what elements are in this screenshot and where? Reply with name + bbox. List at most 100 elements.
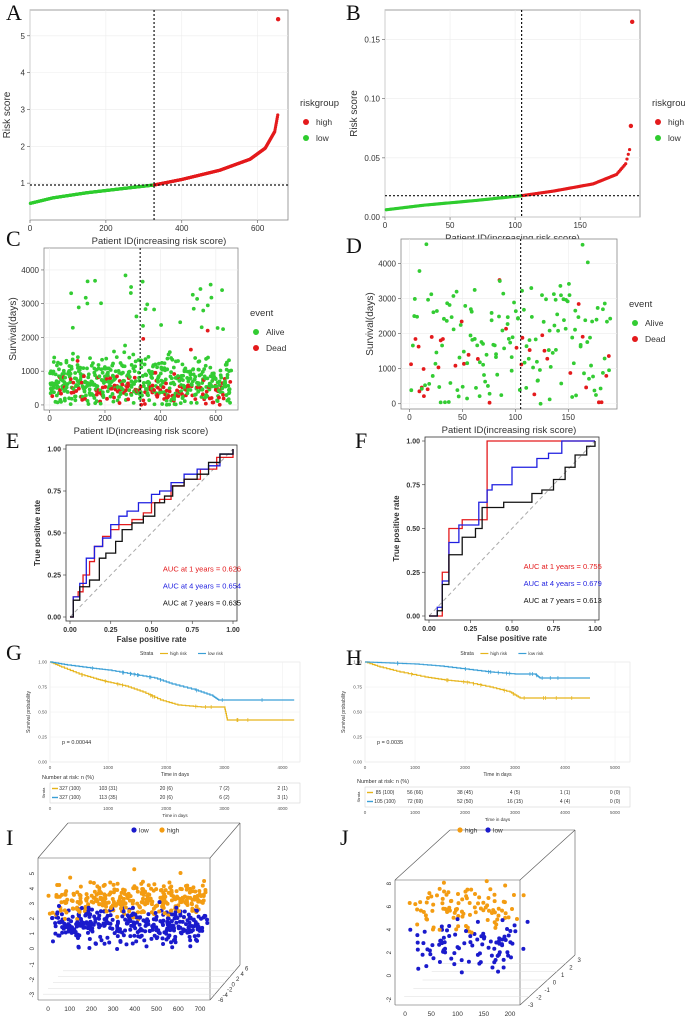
low-point — [184, 922, 189, 927]
dead-point — [59, 391, 63, 396]
low-point — [500, 918, 505, 923]
alive-point — [509, 355, 514, 359]
risk-point-outlier — [275, 17, 281, 22]
low-point — [462, 941, 467, 946]
low-point — [127, 919, 132, 924]
alive-point — [500, 328, 505, 333]
low-point — [424, 964, 429, 969]
high-point — [494, 922, 499, 927]
dead-point — [504, 326, 508, 331]
legend-label: high — [668, 117, 684, 127]
alive-point — [101, 381, 106, 385]
dead-point — [155, 385, 160, 390]
alive-point — [426, 297, 430, 302]
risk-table-cell: 52 (50) — [457, 799, 473, 805]
high-point — [91, 880, 96, 885]
alive-point — [69, 366, 74, 371]
high-point — [456, 924, 461, 929]
p-value: p = 0.00044 — [62, 740, 91, 746]
x-tick-label: 0.00 — [63, 627, 77, 634]
low-point — [53, 931, 58, 936]
low-point — [468, 934, 473, 939]
alive-point — [598, 386, 603, 391]
dead-point — [540, 333, 545, 338]
plot-panel-border — [43, 247, 239, 411]
high-point — [459, 909, 464, 914]
high-point — [115, 914, 120, 919]
low-point — [179, 931, 184, 936]
high-point — [162, 892, 167, 897]
low-point — [69, 925, 74, 930]
dead-point — [172, 372, 177, 376]
depth-tick-label: -4 — [223, 993, 229, 999]
legend-title: Strata — [140, 651, 154, 657]
high-point — [127, 898, 132, 903]
alive-point — [169, 376, 174, 381]
alive-point — [524, 385, 529, 390]
alive-point — [164, 398, 169, 403]
z-tick-label: 6 — [387, 904, 393, 908]
alive-point — [489, 318, 494, 323]
alive-point — [595, 306, 600, 310]
alive-point — [205, 376, 210, 381]
high-point — [92, 889, 97, 894]
low-point — [153, 910, 158, 915]
legend-title: riskgroup — [300, 98, 339, 109]
alive-point — [217, 379, 222, 384]
alive-point — [531, 365, 535, 370]
high-point — [179, 887, 184, 892]
risk-point — [625, 157, 629, 161]
alive-point — [440, 343, 444, 348]
low-point — [196, 933, 201, 938]
alive-point — [98, 401, 103, 406]
low-point — [438, 938, 443, 943]
auc-label-1: AUC at 1 years = 0.626 — [163, 565, 241, 574]
alive-point — [172, 382, 177, 387]
low-point — [456, 946, 461, 951]
low-point — [501, 965, 506, 970]
alive-point — [412, 297, 417, 301]
risk-table-cell: 2 (1) — [277, 786, 288, 792]
low-point — [142, 938, 147, 943]
alive-point — [95, 384, 100, 389]
low-point — [437, 942, 442, 947]
dead-point — [166, 394, 171, 398]
alive-point — [75, 355, 80, 360]
alive-point — [121, 387, 126, 392]
alive-point — [607, 368, 611, 373]
low-point — [171, 923, 176, 928]
high-point — [148, 896, 153, 901]
low-point — [76, 923, 81, 928]
dead-point — [429, 335, 434, 339]
alive-point — [114, 355, 119, 360]
alive-point — [78, 365, 83, 370]
alive-point — [172, 397, 176, 402]
dead-point — [120, 382, 125, 387]
high-point — [200, 900, 205, 905]
dead-point — [416, 344, 421, 349]
alive-point — [497, 314, 501, 319]
p-value: p = 0.0035 — [377, 740, 403, 746]
high-point — [180, 895, 185, 900]
alive-point — [567, 282, 571, 286]
low-point — [97, 925, 102, 930]
alive-point — [188, 376, 193, 381]
low-point — [108, 913, 113, 918]
alive-point — [209, 384, 214, 389]
alive-point — [157, 390, 162, 395]
alive-point — [497, 279, 502, 283]
low-point — [171, 928, 176, 933]
alive-point — [587, 376, 591, 381]
alive-point — [547, 397, 552, 402]
high-point — [495, 917, 500, 922]
dead-point — [584, 385, 589, 390]
alive-point — [189, 382, 194, 387]
low-point — [195, 938, 200, 943]
high-point — [425, 917, 430, 922]
dead-point — [217, 402, 222, 407]
low-point — [149, 936, 154, 941]
legend-marker — [303, 135, 309, 141]
y-axis-title: Survival(days) — [365, 292, 376, 355]
low-point — [141, 918, 146, 923]
low-point — [197, 928, 202, 933]
